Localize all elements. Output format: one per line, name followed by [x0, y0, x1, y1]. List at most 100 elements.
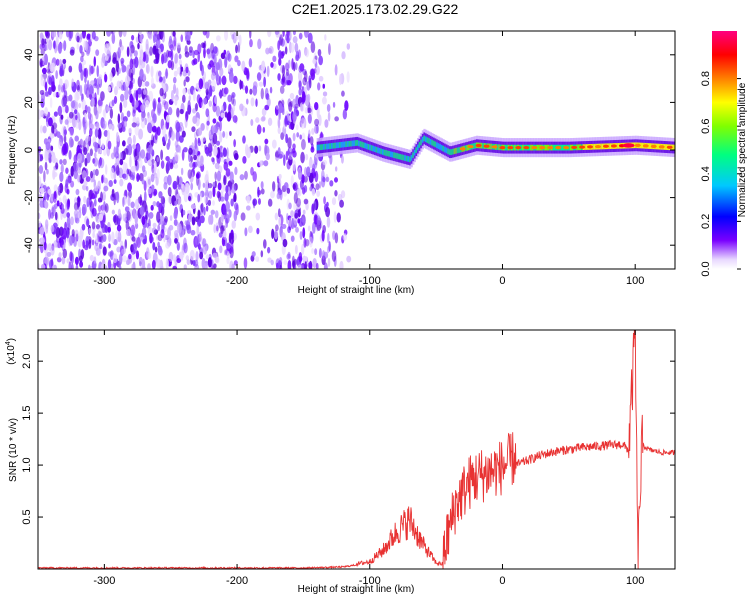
spectrogram-cell: [75, 217, 80, 224]
spectrogram-cell: [334, 142, 337, 149]
spectrogram-cell: [307, 262, 313, 269]
spectrogram-cell: [117, 122, 123, 129]
spectrogram-cell: [302, 227, 306, 239]
spectrogram-cell: [117, 134, 120, 142]
spectrogram-cell: [51, 124, 55, 135]
spectrogram-cell: [132, 223, 136, 232]
spectrogram-cell: [140, 49, 144, 61]
spectrogram-cell: [271, 228, 275, 240]
spectrogram-cell: [119, 151, 123, 161]
spectrogram-cell: [399, 153, 402, 160]
spectrogram-xtick-label: -200: [226, 275, 248, 287]
spectrogram-cell: [211, 79, 217, 91]
spectrogram-cell: [91, 239, 95, 246]
spectrogram-cell: [212, 200, 215, 206]
spectrogram-cell: [49, 97, 53, 109]
spectrogram-cell: [112, 57, 117, 65]
spectrogram-cell: [78, 255, 83, 263]
spectrogram-cell: [89, 148, 93, 157]
spectrogram-cell: [88, 84, 93, 95]
spectrogram-cell: [65, 227, 69, 239]
spectrogram-cell: [47, 75, 52, 85]
spectrogram-cell: [196, 224, 200, 236]
spectrogram-cell: [186, 259, 191, 265]
spectrogram-cell: [187, 213, 192, 223]
spectrogram-cell: [211, 264, 214, 269]
spectrogram-cell: [327, 111, 331, 122]
spectrogram-cell: [92, 231, 95, 239]
spectrogram-cell: [223, 175, 227, 186]
spectrogram-cell: [200, 123, 205, 131]
spectrogram-cell: [571, 145, 578, 150]
spectrogram-cell: [285, 150, 289, 161]
spectrogram-cell: [69, 31, 74, 39]
spectrogram-cell: [250, 97, 255, 107]
spectrogram-cell: [437, 143, 440, 149]
spectrogram-cell: [104, 224, 108, 234]
spectrogram-cell: [79, 84, 83, 96]
spectrogram-cell: [50, 212, 54, 219]
spectrogram-cell: [68, 65, 73, 73]
spectrogram-cell: [530, 144, 533, 151]
spectrogram-cell: [85, 240, 89, 249]
spectrogram-cell: [59, 171, 64, 183]
spectrogram-cell: [284, 46, 288, 55]
spectrogram-cell: [71, 229, 75, 237]
spectrogram-cell: [161, 202, 165, 213]
spectrogram-cell: [188, 195, 192, 201]
spectrogram-cell: [336, 212, 341, 223]
spectrogram-cell: [297, 218, 301, 224]
spectrogram-cell: [51, 154, 56, 163]
spectrogram-cell: [369, 144, 372, 151]
spectrogram-cell: [38, 165, 44, 174]
spectrogram-cell: [202, 182, 206, 188]
spectrogram-cell: [300, 264, 305, 269]
spectrogram-cell: [206, 149, 209, 157]
spectrogram-cell: [126, 110, 131, 118]
spectrogram-cell: [339, 73, 342, 86]
spectrogram-cell: [167, 106, 173, 116]
spectrogram-cell: [642, 144, 649, 148]
spectrogram-cell: [267, 31, 272, 38]
spectrogram-cell: [455, 147, 458, 154]
spectrogram-cell: [217, 191, 222, 202]
spectrogram-cell: [301, 243, 305, 256]
spectrogram-cell: [506, 144, 509, 151]
spectrogram-cell: [118, 264, 122, 269]
spectrogram-cell: [202, 244, 208, 255]
spectrogram-cell: [225, 200, 230, 212]
spectrogram-cell: [216, 153, 221, 165]
spectrogram-cell: [146, 63, 150, 74]
spectrogram-cell: [181, 149, 185, 161]
spectrogram-cell: [160, 217, 165, 225]
spectrogram-cell: [47, 61, 51, 73]
spectrogram-cell: [283, 259, 288, 266]
spectrogram-cell: [316, 144, 319, 151]
spectrogram-cell: [297, 209, 301, 218]
spectrogram-cell: [296, 132, 300, 138]
spectrogram-cell: [364, 142, 367, 149]
spectrogram-cell: [317, 82, 321, 91]
spectrogram-cell: [204, 173, 209, 185]
spectrogram-cell: [222, 147, 227, 158]
spectrogram-cell: [39, 43, 43, 50]
spectrogram-cell: [186, 39, 191, 45]
spectrogram-cell: [204, 181, 209, 193]
spectrogram-cell: [97, 227, 103, 237]
spectrogram-cell: [181, 183, 186, 196]
spectrogram-cell: [184, 220, 188, 226]
spectrogram-cell: [326, 143, 329, 150]
spectrogram-cell: [87, 111, 92, 120]
spectrogram-cell: [98, 76, 102, 85]
spectrogram-cell: [132, 109, 136, 118]
spectrogram-cell: [129, 40, 134, 49]
spectrogram-cell: [59, 78, 63, 88]
spectrogram-ytick-label: 40: [23, 49, 35, 61]
spectrogram-cell: [99, 157, 105, 169]
spectrogram-cell: [324, 143, 327, 150]
spectrogram-cell: [136, 116, 140, 124]
spectrogram-cell: [323, 196, 326, 205]
spectrogram-cell: [255, 212, 261, 221]
spectrogram-cell: [405, 155, 409, 162]
